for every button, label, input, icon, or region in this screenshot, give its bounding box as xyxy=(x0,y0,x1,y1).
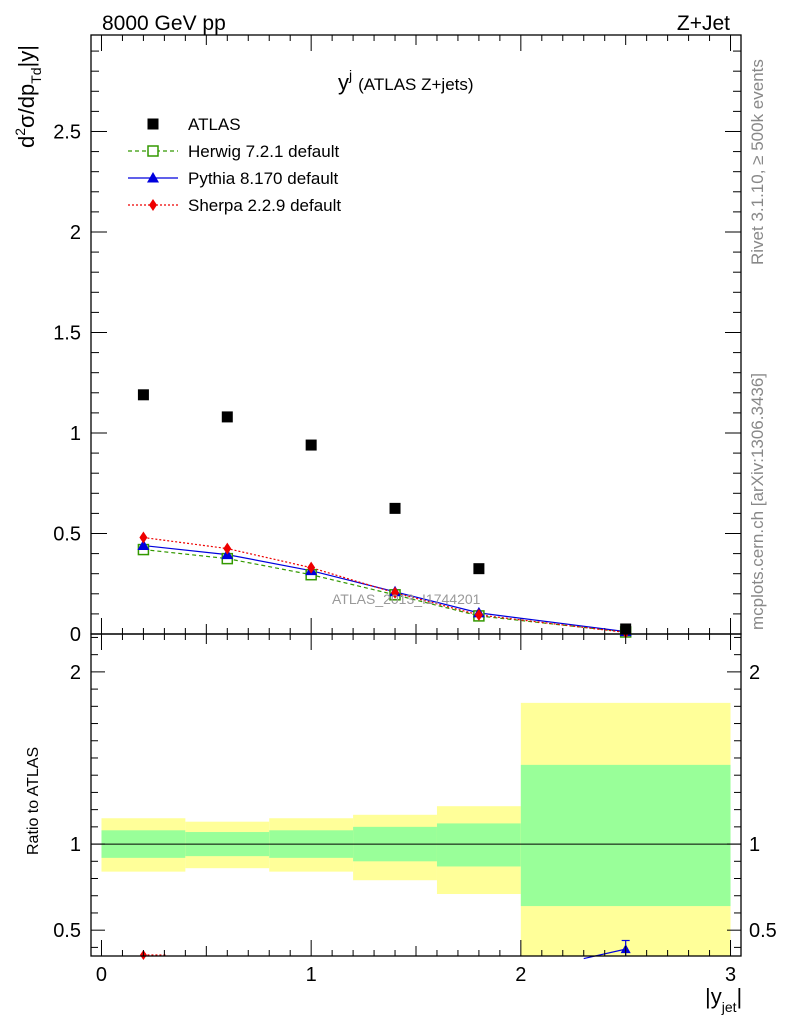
legend-label-sherpa: Sherpa 2.2.9 default xyxy=(188,196,341,215)
pythia-line xyxy=(143,544,626,633)
ratio-ytick-label-left: 0.5 xyxy=(53,920,81,942)
mcplots-side-label: mcplots.cern.ch [arXiv:1306.3436] xyxy=(748,373,767,630)
main-ytick-label: 0.5 xyxy=(53,523,81,545)
legend-marker-herwig xyxy=(147,145,159,157)
analysis-watermark: ATLAS_2013_I1744201 xyxy=(332,591,481,607)
xtick-label: 3 xyxy=(725,964,736,986)
header-left-label: 8000 GeV pp xyxy=(102,12,226,35)
ratio-ytick-label-right: 0.5 xyxy=(749,920,777,942)
sherpa-point xyxy=(391,586,400,599)
x-axis-label: |yjet| xyxy=(705,984,742,1015)
sherpa-point xyxy=(474,608,483,621)
atlas-point xyxy=(305,439,317,451)
ratio-ytick-label-right: 1 xyxy=(749,834,760,856)
main-ytick-label: 1.5 xyxy=(53,322,81,344)
sherpa-point xyxy=(223,542,232,555)
herwig-line xyxy=(143,548,626,633)
header-right-label: Z+Jet xyxy=(677,12,730,35)
sherpa-point xyxy=(139,531,148,544)
rivet-side-label: Rivet 3.1.10, ≥ 500k events xyxy=(748,59,767,265)
main-y-axis-label: d2σ/dpTd|y| xyxy=(12,45,44,148)
atlas-point xyxy=(137,389,149,401)
legend: ATLAS Herwig 7.2.1 default Pythia 8.170 de… xyxy=(128,115,341,215)
atlas-point xyxy=(620,623,632,635)
ratio-ytick-label-right: 2 xyxy=(749,662,760,684)
sherpa-line xyxy=(143,536,626,633)
ratio-ytick-label-left: 1 xyxy=(70,834,81,856)
main-ytick-label: 0 xyxy=(70,624,81,646)
atlas-point xyxy=(221,411,233,423)
legend-label-herwig: Herwig 7.2.1 default xyxy=(188,142,339,161)
ratio-ytick-label-left: 2 xyxy=(70,662,81,684)
main-ytick-label: 1 xyxy=(70,423,81,445)
sherpa-point xyxy=(307,561,316,574)
ratio-inner-band-4 xyxy=(436,823,521,867)
xtick-label: 2 xyxy=(515,964,526,986)
atlas-point xyxy=(473,563,485,575)
legend-marker-sherpa xyxy=(149,199,157,211)
main-ytick-label: 2.5 xyxy=(53,121,81,143)
atlas-point xyxy=(389,502,401,514)
legend-label-pythia: Pythia 8.170 default xyxy=(188,169,339,188)
xtick-label: 1 xyxy=(306,964,317,986)
xtick-label: 0 xyxy=(96,964,107,986)
ratio-inner-band-5 xyxy=(520,764,731,907)
legend-label-atlas: ATLAS xyxy=(188,115,241,134)
chart-title: yj (ATLAS Z+jets) xyxy=(338,67,474,95)
legend-marker-pythia xyxy=(147,172,159,183)
main-ytick-label: 2 xyxy=(70,222,81,244)
ratio-panel: 0.5 0.5 1 1 2 2 0 1 2 3 xyxy=(53,633,777,986)
pythia-point xyxy=(137,539,150,551)
ratio-y-axis-label: Ratio to ATLAS xyxy=(25,747,42,855)
legend-marker-atlas xyxy=(147,118,159,130)
